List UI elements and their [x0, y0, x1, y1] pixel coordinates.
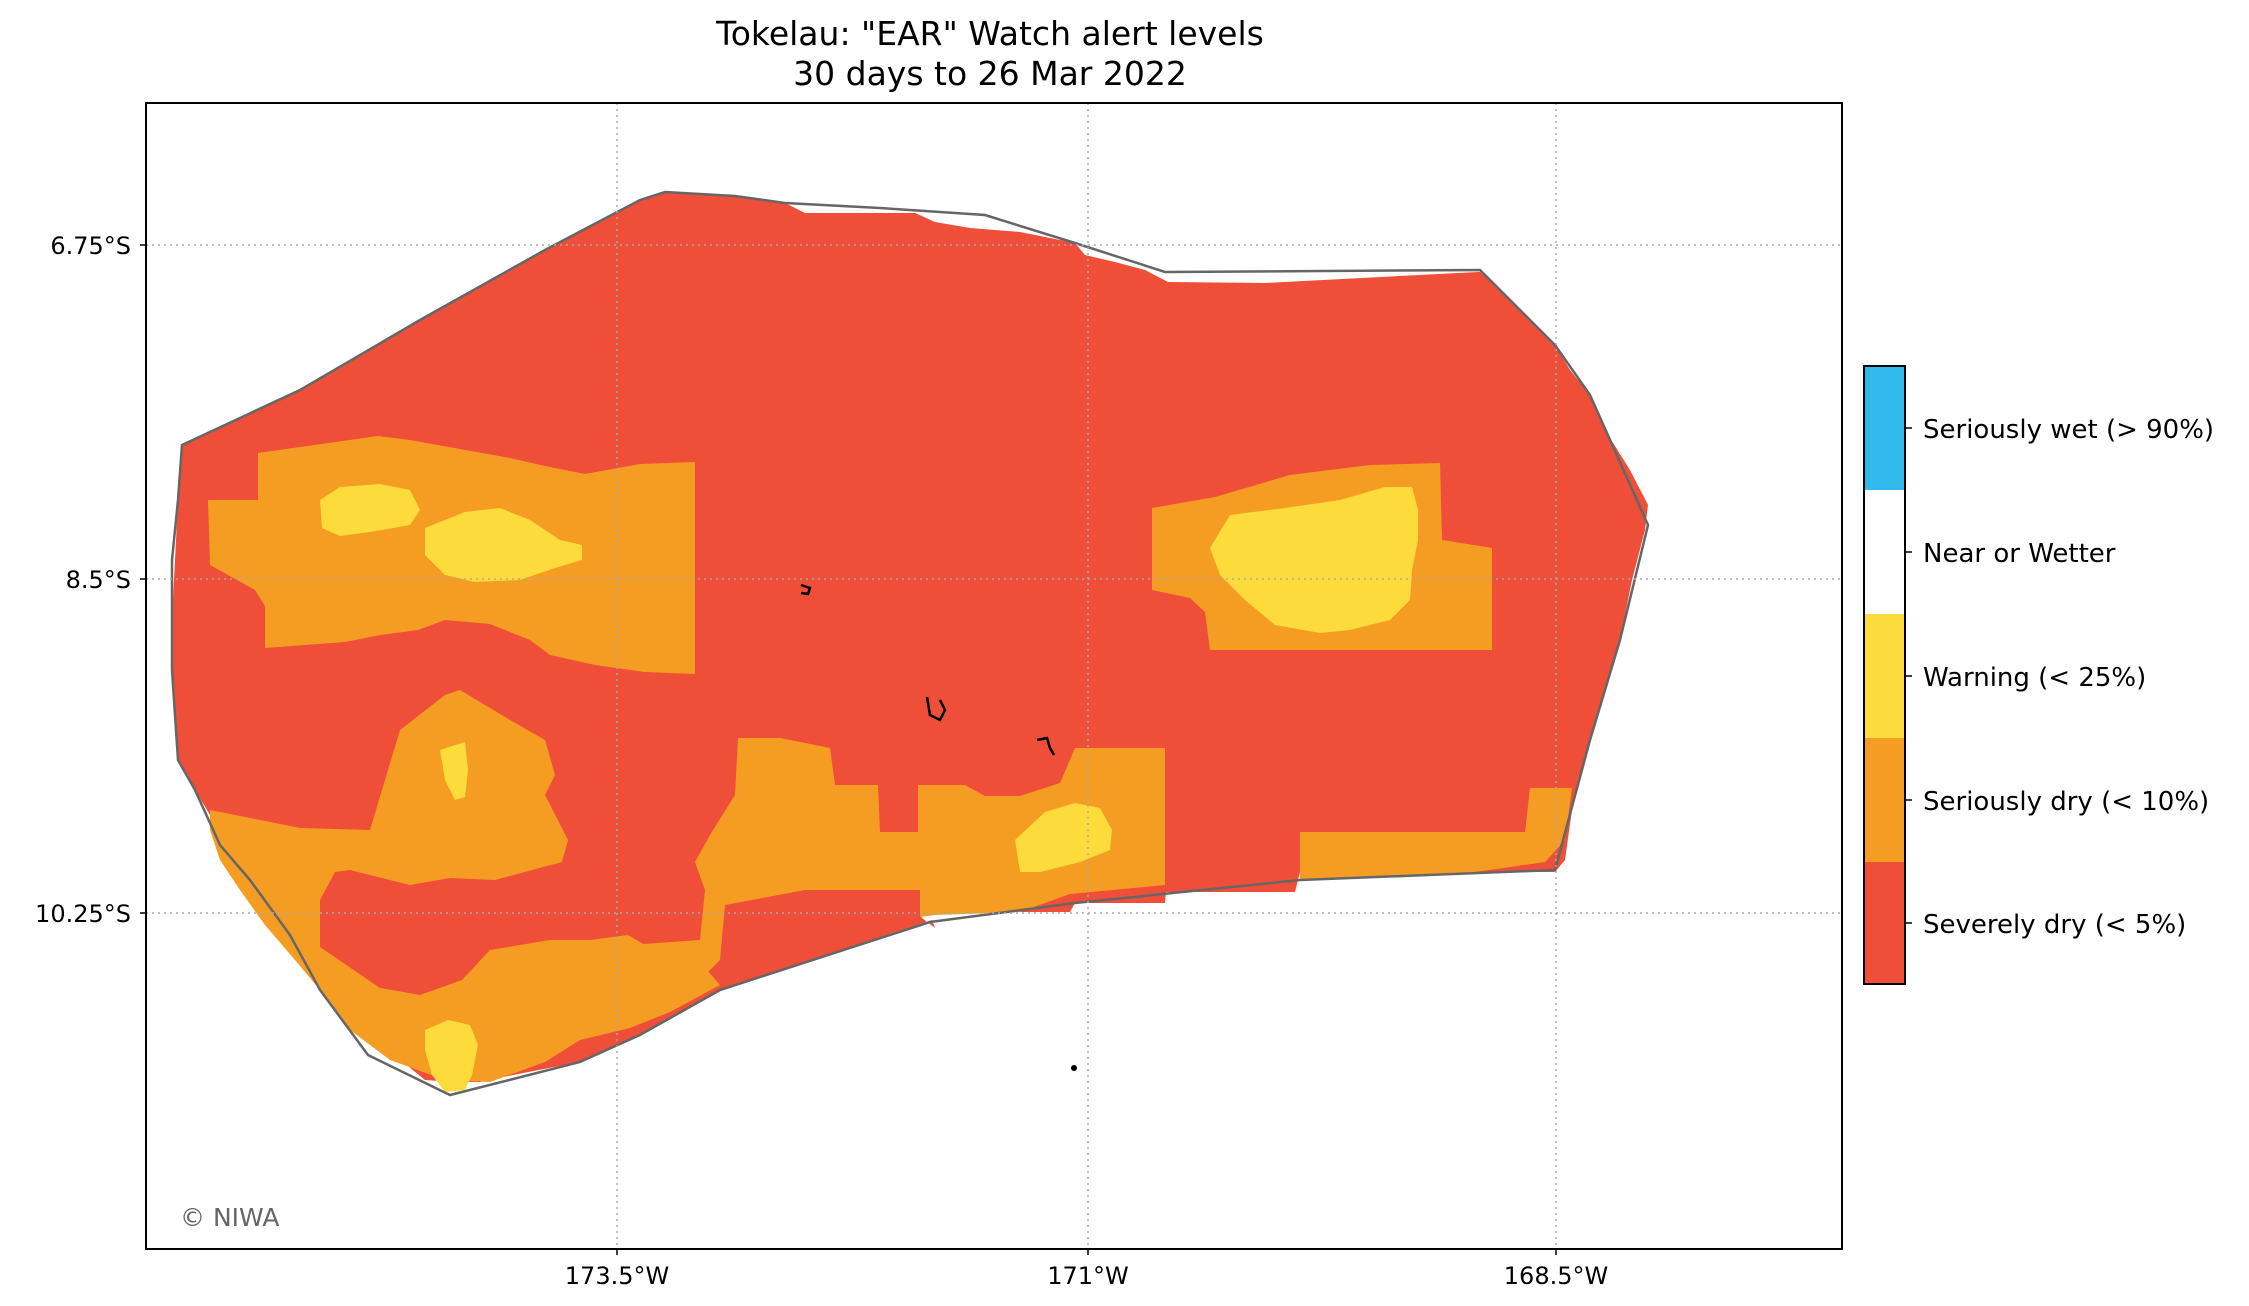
legend-swatch-severely-dry — [1864, 862, 1905, 984]
region-seriously-dry-south — [630, 738, 1165, 990]
region-warning-east — [1210, 487, 1418, 633]
legend-border — [1863, 365, 1906, 985]
lat-label-8.5: 8.5°S — [66, 566, 131, 594]
island-nukunonu — [925, 696, 947, 722]
region-warning-west-1 — [320, 484, 420, 536]
legend-swatch-warning — [1864, 614, 1905, 738]
title-line-2: 30 days to 26 Mar 2022 — [793, 54, 1187, 93]
legend-colorbar: Seriously wet (> 90%) Near or Wetter War… — [1863, 365, 2214, 985]
credit-label: © NIWA — [180, 1203, 279, 1232]
region-warning-southwest-2 — [425, 1020, 478, 1092]
lon-label-173.5: 173.5°W — [565, 1262, 669, 1290]
legend-label-seriously-dry: Seriously dry (< 10%) — [1923, 787, 2209, 817]
legend-swatch-seriously-dry — [1864, 738, 1905, 862]
legend-label-severely-dry: Severely dry (< 5%) — [1923, 910, 2186, 940]
island-atafu — [800, 583, 812, 596]
region-warning-west-2 — [425, 508, 582, 582]
map-frame-border — [145, 102, 1843, 1250]
title-line-1: Tokelau: "EAR" Watch alert levels — [716, 14, 1264, 53]
region-warning-southwest-1 — [440, 742, 468, 800]
eez-outline — [170, 190, 1650, 1097]
lon-label-171: 171°W — [1047, 1262, 1129, 1290]
map-plot-area: © NIWA — [146, 103, 1842, 1249]
island-swains — [1071, 1065, 1077, 1071]
legend-swatch-seriously-wet — [1864, 366, 1905, 490]
legend-swatch-near-or-wetter — [1864, 490, 1905, 614]
legend-label-seriously-wet: Seriously wet (> 90%) — [1923, 415, 2214, 445]
lat-label-10.25: 10.25°S — [35, 900, 131, 928]
region-seriously-dry-southwest — [210, 690, 720, 1082]
region-seriously-dry-southeast — [1300, 788, 1572, 880]
island-fakaofo — [1036, 736, 1056, 756]
legend-label-near-or-wetter: Near or Wetter — [1923, 539, 2116, 569]
lat-label-6.75: 6.75°S — [50, 232, 131, 260]
lon-label-168.5: 168.5°W — [1504, 1262, 1608, 1290]
legend-label-warning: Warning (< 25%) — [1923, 663, 2146, 693]
map-title: Tokelau: "EAR" Watch alert levels 30 day… — [0, 14, 1980, 94]
